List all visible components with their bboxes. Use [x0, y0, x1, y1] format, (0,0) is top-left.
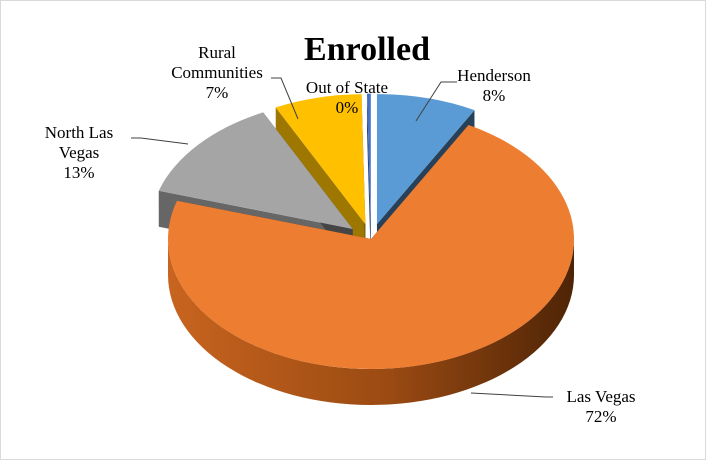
data-label-name: Rural [198, 43, 236, 62]
data-label-out-of-state: Out of State 0% [306, 78, 388, 117]
slice-north-las-vegas [158, 112, 353, 230]
data-label-value: 8% [483, 86, 506, 105]
chart-title: Enrolled [304, 31, 430, 68]
leader-line-las-vegas [470, 392, 553, 398]
data-label-value: 13% [63, 163, 94, 182]
data-label-name: Henderson [457, 66, 531, 85]
data-label-las-vegas: Las Vegas 72% [566, 387, 635, 426]
data-label-name: Las Vegas [566, 387, 635, 406]
data-label-north-las-vegas: North Las Vegas 13% [45, 123, 113, 182]
slice-out-of-state [366, 93, 371, 224]
data-label-name: North Las [45, 123, 113, 142]
slice-rim-las-vegas [168, 239, 574, 405]
slice-henderson [376, 94, 475, 225]
slice-side-out-of-state [366, 93, 371, 260]
data-label-value: 0% [336, 98, 359, 117]
data-label-name: Out of State [306, 78, 388, 97]
slice-rural-communities [275, 94, 366, 225]
leader-line-north-las-vegas [131, 137, 189, 145]
data-label-henderson: Henderson 8% [457, 66, 531, 105]
data-label-name: Communities [171, 63, 263, 82]
data-label-value: 7% [206, 83, 229, 102]
leader-line-rural-communities [271, 77, 299, 120]
leader-line-henderson [415, 81, 457, 122]
slice-las-vegas [167, 124, 574, 369]
data-label-value: 72% [585, 407, 616, 426]
data-label-name: Vegas [59, 143, 100, 162]
data-label-rural-communities: Rural Communities 7% [171, 43, 263, 102]
